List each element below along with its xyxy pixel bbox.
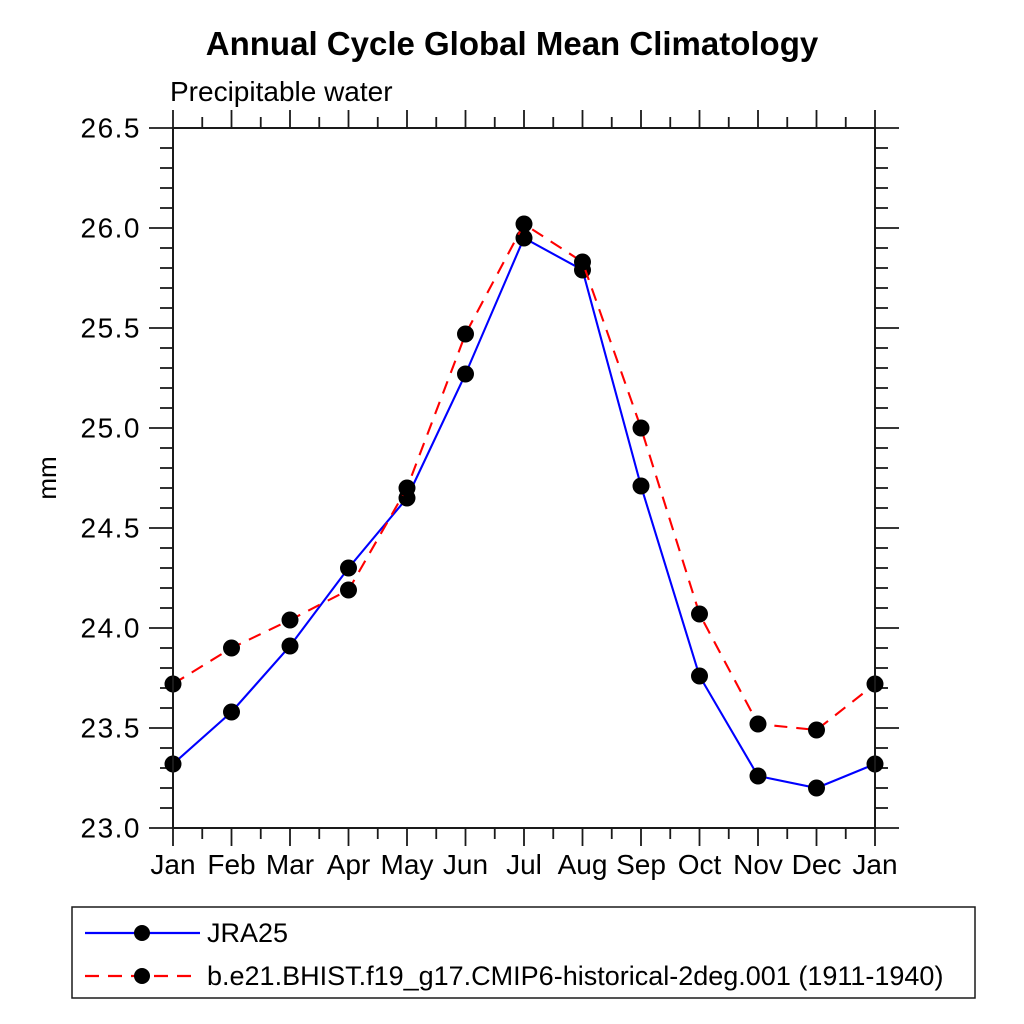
legend: JRA25 b.e21.BHIST.f19_g17.CMIP6-historic… <box>71 906 976 999</box>
legend-label-jra25: JRA25 <box>207 918 288 948</box>
y-tick-label: 25.5 <box>81 313 142 344</box>
series-layer <box>164 215 884 797</box>
axis-ticks: 23.0 23.5 24.0 24.5 25.0 25.5 26.0 26.5 Jan Feb Ma… <box>81 110 899 880</box>
data-point-marker <box>398 479 416 497</box>
legend-label-model: b.e21.BHIST.f19_g17.CMIP6-historical-2de… <box>207 961 943 991</box>
y-tick-label: 26.5 <box>81 113 142 144</box>
y-tick-label: 26.0 <box>81 213 142 244</box>
x-tick-label: Nov <box>733 849 783 880</box>
x-tick-label: Jan <box>150 849 195 880</box>
y-axis-label: mm <box>32 456 62 499</box>
y-tick-label: 23.5 <box>81 713 142 744</box>
data-point-marker <box>691 667 708 685</box>
legend-item: JRA25 <box>85 918 288 948</box>
x-tick-label: Sep <box>616 849 666 880</box>
series-line-1 <box>172 222 876 732</box>
x-tick-label: Aug <box>558 849 608 880</box>
data-point-marker <box>749 767 767 785</box>
data-point-marker <box>574 253 591 271</box>
data-point-marker <box>632 477 650 495</box>
data-point-marker <box>457 325 474 343</box>
x-tick-label: Feb <box>207 849 255 880</box>
data-point-marker <box>340 559 357 577</box>
data-point-marker <box>808 779 825 797</box>
x-tick-label: Oct <box>678 849 722 880</box>
data-point-marker <box>808 721 825 739</box>
data-point-marker <box>223 639 240 657</box>
legend-box <box>71 906 976 999</box>
x-tick-label: Mar <box>266 849 314 880</box>
data-point-marker <box>281 611 299 629</box>
chart-subtitle: Precipitable water <box>170 76 393 107</box>
x-tick-label: May <box>381 849 434 880</box>
chart-title: Annual Cycle Global Mean Climatology <box>206 25 819 62</box>
y-tick-label: 24.0 <box>81 613 142 644</box>
legend-marker-dot <box>134 925 150 941</box>
plot-frame <box>172 127 876 829</box>
legend-item: b.e21.BHIST.f19_g17.CMIP6-historical-2de… <box>85 961 943 991</box>
data-point-marker <box>749 715 767 733</box>
data-point-marker <box>515 215 533 233</box>
data-point-marker <box>457 365 474 383</box>
data-point-marker <box>340 581 357 599</box>
legend-marker-dot <box>134 968 150 984</box>
data-point-marker <box>691 605 708 623</box>
data-point-marker <box>223 703 240 721</box>
data-point-marker <box>632 419 650 437</box>
x-tick-label: Jul <box>506 849 542 880</box>
x-tick-label: Apr <box>327 849 371 880</box>
y-tick-label: 24.5 <box>81 513 142 544</box>
y-tick-label: 25.0 <box>81 413 142 444</box>
x-tick-label: Dec <box>792 849 842 880</box>
x-tick-label: Jan <box>852 849 897 880</box>
data-point-marker <box>281 637 299 655</box>
y-tick-label: 23.0 <box>81 813 142 844</box>
x-tick-label: Jun <box>443 849 488 880</box>
series-line-0 <box>172 236 876 790</box>
